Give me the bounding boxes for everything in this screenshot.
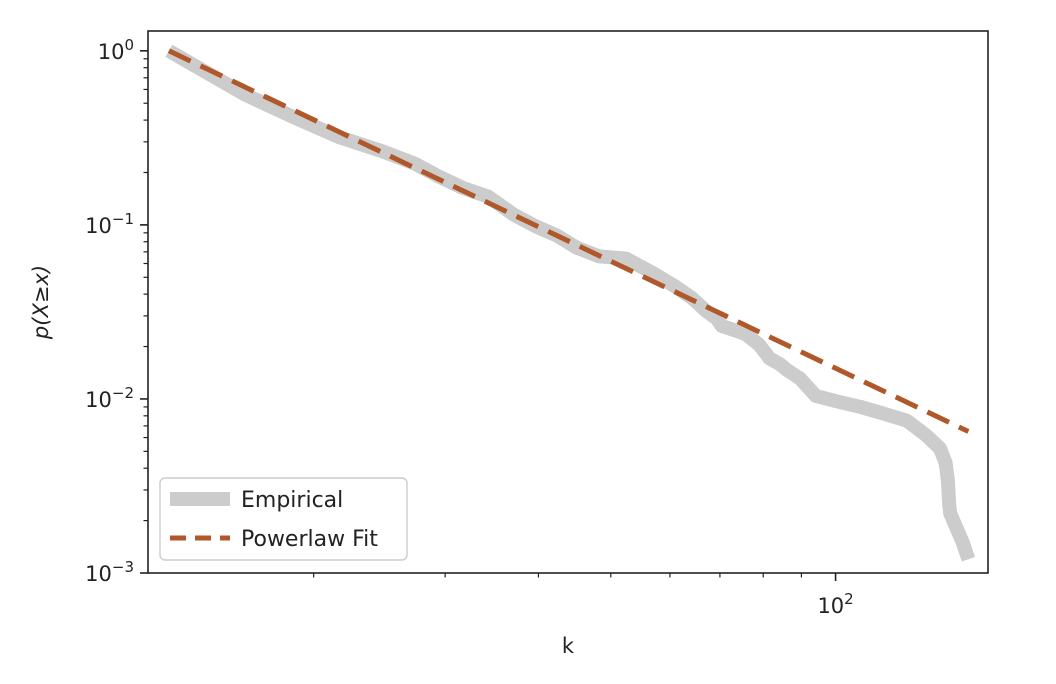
- y-tick-label: 100: [98, 36, 134, 64]
- series-empirical-line: [165, 44, 976, 562]
- legend-label-powerlaw-fit: Powerlaw Fit: [241, 527, 378, 552]
- y-axis-label: p(X≥x): [29, 265, 53, 340]
- legend: Empirical Powerlaw Fit: [159, 477, 408, 561]
- x-tick-label: 102: [817, 590, 853, 618]
- y-tick-label: 10−2: [85, 384, 134, 412]
- series-powerlaw-fit-line: [167, 48, 970, 434]
- legend-label-empirical: Empirical: [241, 488, 343, 513]
- ticks-layer: 100 10−1 10−2 10−3 102: [85, 36, 854, 618]
- plot-frame: [147, 30, 989, 574]
- y-tick-label: 10−1: [85, 210, 134, 238]
- x-axis-label: k: [562, 634, 575, 658]
- series-layer: [165, 44, 976, 562]
- y-tick-label: 10−3: [85, 558, 134, 586]
